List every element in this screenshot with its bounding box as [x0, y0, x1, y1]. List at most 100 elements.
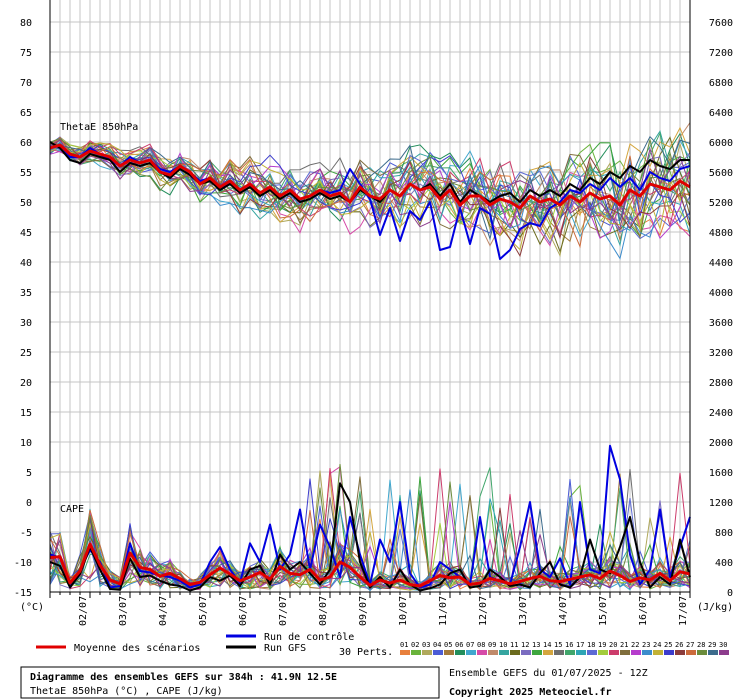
x-tick-label: 15/07: [598, 596, 609, 626]
legend: Moyenne des scénarios Run de contrôle Ru…: [36, 631, 729, 658]
thetae-panel-label: ThetaE 850hPa: [60, 122, 138, 133]
member-number-label: 23: [642, 641, 650, 649]
left-tick-label: 75: [20, 48, 32, 59]
member-color-swatch: [620, 650, 630, 655]
right-tick-label: 6000: [709, 138, 733, 149]
member-color-swatch: [719, 650, 729, 655]
x-tick-label: 13/07: [518, 596, 529, 626]
cape-member-line: [49, 501, 691, 590]
right-tick-label: 1200: [709, 498, 733, 509]
member-color-swatch: [532, 650, 542, 655]
right-tick-label: 0: [727, 588, 733, 599]
right-axis-unit: (J/kg): [697, 602, 733, 613]
left-tick-label: 25: [20, 348, 32, 359]
x-tick-label: 02/07: [78, 596, 89, 626]
right-tick-label: 4000: [709, 288, 733, 299]
member-color-swatch: [433, 650, 443, 655]
member-number-label: 03: [422, 641, 430, 649]
left-tick-label: -15: [14, 588, 32, 599]
member-color-swatch: [488, 650, 498, 655]
member-number-label: 26: [675, 641, 683, 649]
member-number-label: 15: [554, 641, 562, 649]
member-number-label: 24: [653, 641, 661, 649]
left-tick-label: 5: [26, 468, 32, 479]
member-color-swatch: [444, 650, 454, 655]
right-tick-label: 5200: [709, 198, 733, 209]
member-color-swatch: [598, 650, 608, 655]
thetae-member-line: [49, 138, 691, 258]
thetae-member-line: [49, 138, 691, 243]
x-tick-label: 16/07: [638, 596, 649, 626]
member-color-swatch: [510, 650, 520, 655]
x-tick-label: 10/07: [398, 596, 409, 626]
member-number-label: 20: [609, 641, 617, 649]
right-tick-label: 4800: [709, 228, 733, 239]
member-number-label: 29: [708, 641, 716, 649]
right-tick-label: 2000: [709, 438, 733, 449]
member-number-label: 27: [686, 641, 694, 649]
member-number-label: 12: [521, 641, 529, 649]
member-color-swatch: [642, 650, 652, 655]
left-tick-label: 15: [20, 408, 32, 419]
member-color-swatch: [499, 650, 509, 655]
x-tick-label: 09/07: [358, 596, 369, 626]
right-tick-label: 6400: [709, 108, 733, 119]
right-tick-label: 5600: [709, 168, 733, 179]
grid: [49, 0, 691, 593]
member-color-swatch: [455, 650, 465, 655]
member-number-label: 18: [587, 641, 595, 649]
right-tick-label: 2800: [709, 378, 733, 389]
footer-copyright: Copyright 2025 Meteociel.fr: [449, 686, 612, 698]
member-color-swatch: [466, 650, 476, 655]
right-tick-label: 7600: [709, 18, 733, 29]
member-color-swatch: [609, 650, 619, 655]
member-number-label: 01: [400, 641, 408, 649]
left-tick-label: -10: [14, 558, 32, 569]
left-tick-label: 20: [20, 378, 32, 389]
member-number-label: 16: [565, 641, 573, 649]
member-number-label: 02: [411, 641, 419, 649]
member-color-swatch: [400, 650, 410, 655]
legend-gfs-label: Run GFS: [264, 643, 306, 654]
left-tick-label: 45: [20, 228, 32, 239]
left-tick-label: 70: [20, 78, 32, 89]
right-tick-label: 4400: [709, 258, 733, 269]
member-number-label: 17: [576, 641, 584, 649]
cape-mean-line: [49, 542, 691, 588]
x-tick-label: 06/07: [238, 596, 249, 626]
x-tick-label: 05/07: [198, 596, 209, 626]
member-color-swatch: [675, 650, 685, 655]
right-tick-label: 1600: [709, 468, 733, 479]
right-tick-label: 2400: [709, 408, 733, 419]
member-color-swatch: [686, 650, 696, 655]
footer-subtitle: ThetaE 850hPa (°C) , CAPE (J/kg): [30, 686, 223, 697]
left-tick-label: 0: [26, 498, 32, 509]
left-tick-label: 65: [20, 108, 32, 119]
member-color-swatch: [521, 650, 531, 655]
legend-control-label: Run de contrôle: [264, 631, 354, 643]
member-number-label: 13: [532, 641, 540, 649]
member-color-swatch: [653, 650, 663, 655]
x-tick-label: 07/07: [278, 596, 289, 626]
member-number-label: 19: [598, 641, 606, 649]
member-number-label: 28: [697, 641, 705, 649]
member-color-swatch: [477, 650, 487, 655]
member-color-swatch: [565, 650, 575, 655]
member-color-swatch: [576, 650, 586, 655]
left-tick-label: 40: [20, 258, 32, 269]
footer-run: Ensemble GEFS du 01/07/2025 - 12Z: [449, 668, 648, 679]
cape-panel-label: CAPE: [60, 504, 84, 515]
right-tick-label: 6800: [709, 78, 733, 89]
left-tick-label: 80: [20, 18, 32, 29]
left-tick-label: 30: [20, 318, 32, 329]
legend-perts-label: 30 Perts.: [339, 647, 393, 658]
x-tick-label: 11/07: [438, 596, 449, 626]
thetae-mean-line: [49, 143, 691, 210]
member-number-label: 05: [444, 641, 452, 649]
main-series-lines: [49, 141, 691, 592]
member-number-label: 22: [631, 641, 639, 649]
right-tick-label: 7200: [709, 48, 733, 59]
